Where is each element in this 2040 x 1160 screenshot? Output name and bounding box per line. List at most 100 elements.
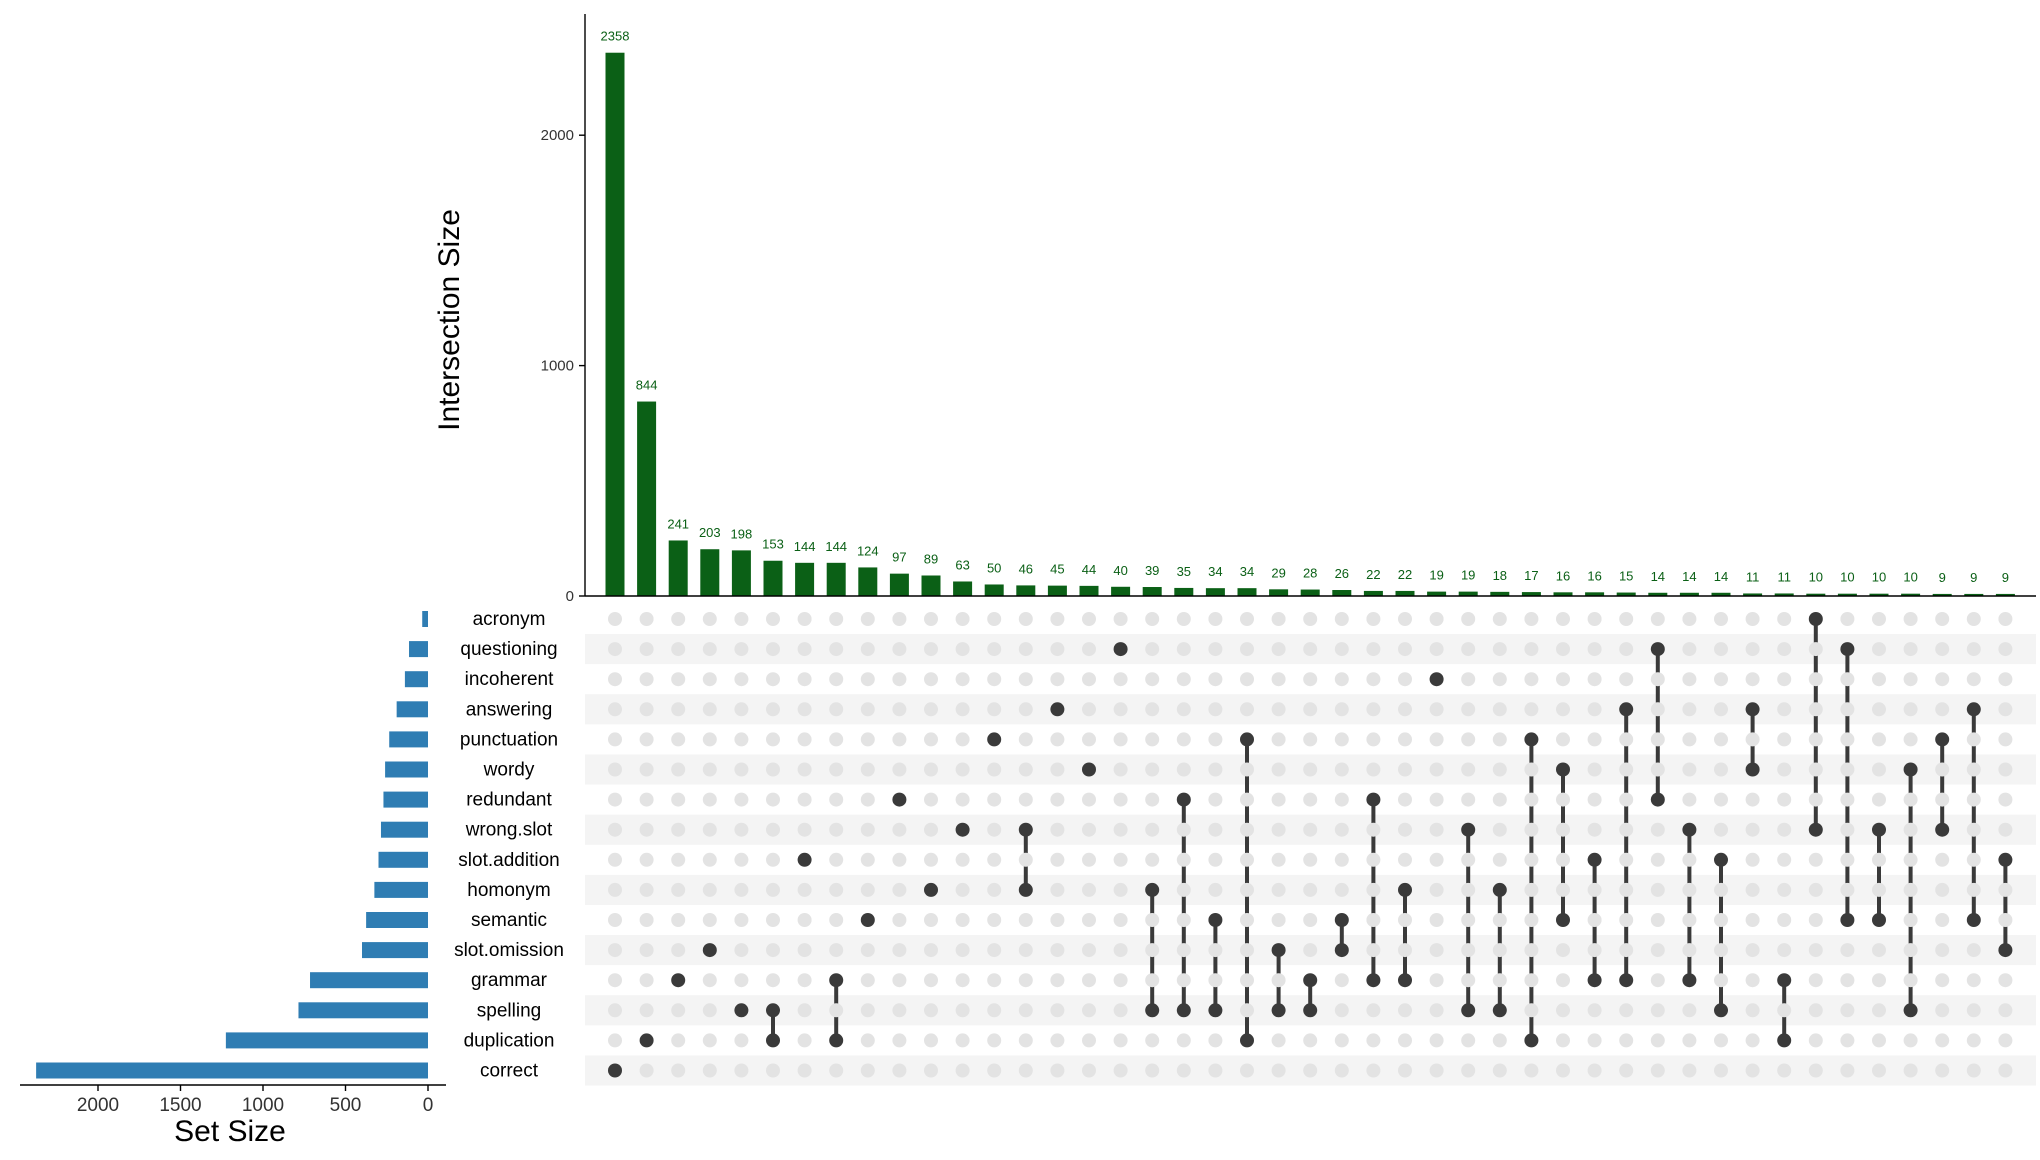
matrix-dot-inactive [639,792,654,807]
matrix-dot-inactive [892,1063,907,1078]
matrix-dot-inactive [1903,822,1918,837]
matrix-dot-active [1587,852,1602,867]
matrix-dot-inactive [892,1003,907,1018]
matrix-dot-inactive [1650,672,1665,687]
matrix-dot-inactive [1903,612,1918,626]
matrix-dot-inactive [1714,612,1728,626]
matrix-dot-inactive [1966,1063,1981,1078]
matrix-dot-inactive [1556,882,1570,897]
matrix-dot-inactive [797,1063,812,1078]
matrix-dot-inactive [1840,762,1855,777]
matrix-dot-inactive [797,1003,812,1018]
matrix-dot-inactive [1872,612,1886,626]
matrix-dot-inactive [987,702,1002,717]
matrix-dot-inactive [1429,792,1444,807]
matrix-dot-inactive [766,1063,780,1078]
matrix-dot-inactive [924,822,938,837]
matrix-dot-inactive [1145,792,1160,807]
matrix-dot-inactive [1650,762,1665,777]
intersection-bar [1774,593,1794,596]
matrix-dot-inactive [924,1003,938,1018]
matrix-dot-active [1777,973,1792,988]
set-name-label: acronym [473,609,546,630]
matrix-dot-inactive [1334,762,1349,777]
matrix-dot-inactive [608,612,622,626]
matrix-dot-inactive [1840,852,1855,867]
intersection-bar [1679,592,1699,596]
matrix-dot-inactive [829,642,844,657]
matrix-dot-inactive [1745,822,1760,837]
matrix-dot-inactive [1050,612,1065,626]
matrix-dot-inactive [702,702,717,717]
matrix-dot-inactive [1998,973,2013,988]
matrix-dot-inactive [1398,913,1412,927]
matrix-dot-inactive [1777,762,1792,777]
matrix-dot-inactive [892,762,907,777]
matrix-dot-inactive [860,672,875,687]
matrix-dot-inactive [1524,913,1539,927]
matrix-dot-inactive [1998,612,2013,626]
matrix-dot-inactive [1714,1033,1728,1048]
matrix-dot-inactive [671,882,686,897]
intersection-bar-label: 10 [1903,570,1917,585]
intersection-bar [921,575,941,596]
set-size-bar [366,912,428,928]
matrix-dot-inactive [1240,792,1254,807]
matrix-dot-inactive [1398,822,1412,837]
matrix-dot-active [955,822,970,837]
matrix-dot-inactive [1903,702,1918,717]
matrix-dot-inactive [1208,1063,1223,1078]
matrix-dot-inactive [1082,943,1096,958]
matrix-dot-inactive [1018,1003,1033,1018]
matrix-dot-inactive [1429,762,1444,777]
matrix-dot-inactive [955,882,970,897]
matrix-dot-inactive [1208,1033,1223,1048]
intersection-bar-label: 19 [1429,568,1443,583]
matrix-dot-inactive [1682,702,1697,717]
matrix-dot-inactive [1271,882,1286,897]
matrix-dot-inactive [1556,943,1570,958]
intersection-bar-label: 39 [1145,563,1159,578]
matrix-dot-inactive [1903,642,1918,657]
matrix-dot-inactive [1587,943,1602,958]
matrix-dot-inactive [1208,792,1223,807]
matrix-dot-inactive [1808,672,1823,687]
matrix-dot-inactive [1050,852,1065,867]
matrix-dot-inactive [1682,612,1697,626]
intersection-bar [1363,590,1383,596]
matrix-dot-inactive [1176,913,1191,927]
matrix-dot-inactive [1745,913,1760,927]
matrix-dot-inactive [1240,612,1254,626]
matrix-dot-inactive [1777,852,1792,867]
intersection-bar [1079,585,1099,596]
set-size-bar [380,821,428,838]
matrix-dot-inactive [1303,852,1318,867]
matrix-dot-inactive [1366,672,1381,687]
matrix-dot-inactive [1303,672,1318,687]
intersection-bar [1901,593,1921,596]
matrix-dot-inactive [1808,792,1823,807]
matrix-dot-inactive [608,943,622,958]
matrix-dot-active [1840,642,1855,657]
matrix-dot-inactive [860,852,875,867]
matrix-dot-inactive [1619,642,1634,657]
matrix-dot-inactive [1271,732,1286,747]
matrix-dot-inactive [1714,822,1728,837]
matrix-dot-active [702,943,717,958]
matrix-dot-inactive [1334,822,1349,837]
matrix-dot-inactive [1556,702,1570,717]
matrix-dot-inactive [1840,792,1855,807]
intersection-bar [1174,587,1194,596]
matrix-dot-inactive [1777,702,1792,717]
intersection-bar [1616,592,1636,596]
matrix-dot-inactive [1840,882,1855,897]
matrix-dot-inactive [1145,732,1160,747]
matrix-dot-inactive [860,973,875,988]
matrix-dot-inactive [1872,1063,1886,1078]
matrix-dot-inactive [1050,822,1065,837]
matrix-dot-inactive [892,973,907,988]
intersection-bar-label: 9 [1970,570,1977,585]
set-size-axis: 2000 1500 1000 500 0 [20,1084,446,1116]
matrix-dot-inactive [1366,612,1381,626]
matrix-dot-inactive [702,913,717,927]
